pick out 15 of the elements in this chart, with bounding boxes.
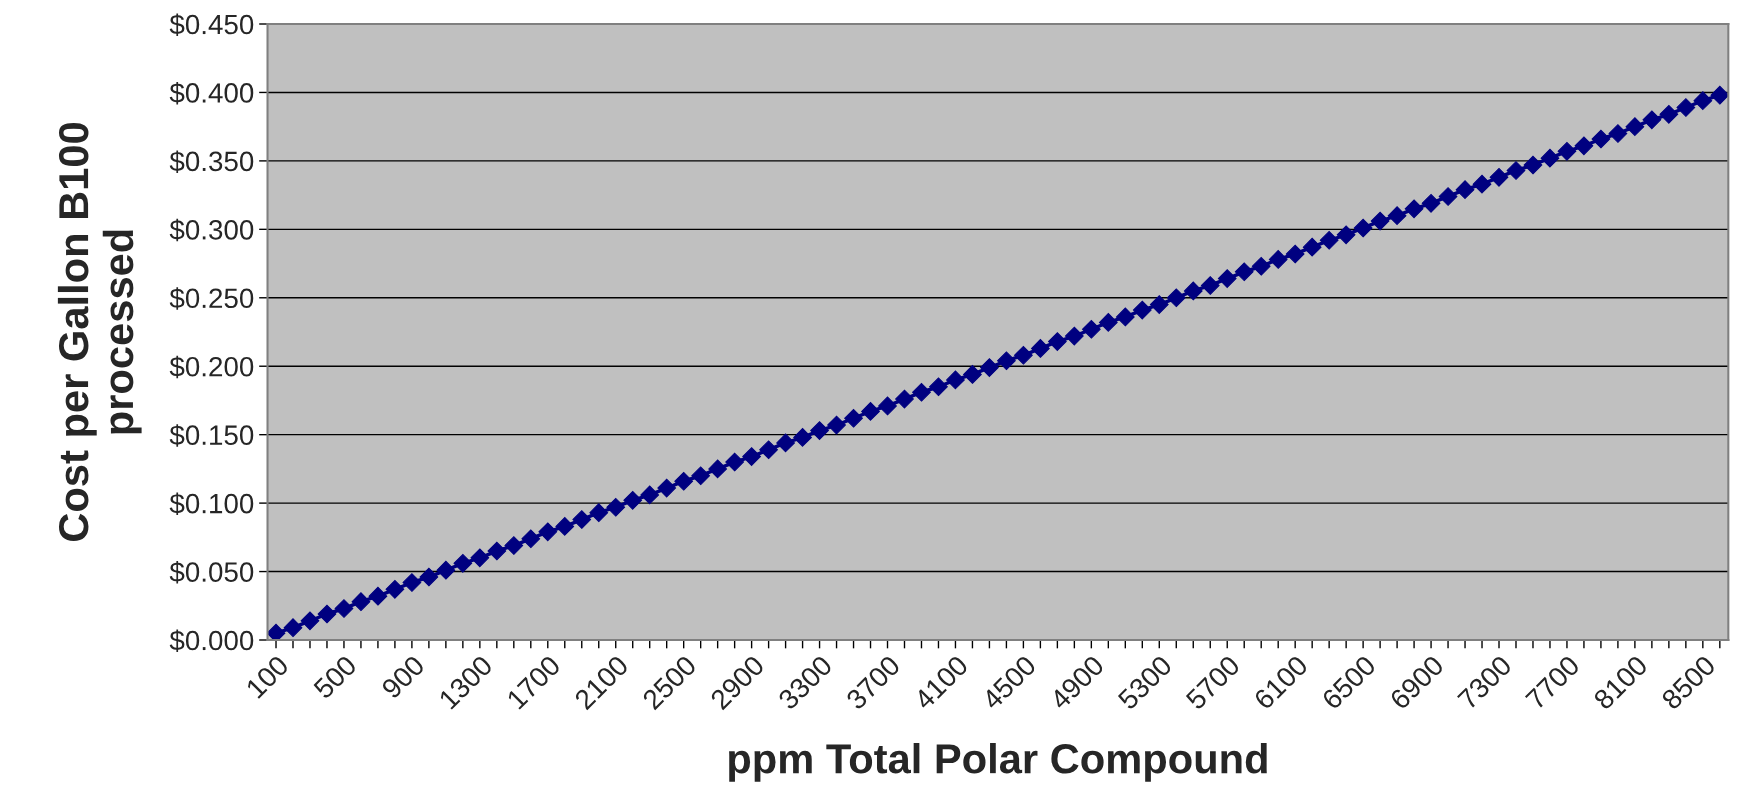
y-tick-label: $0.450 [169,13,254,36]
y-tick-label: $0.300 [169,218,254,242]
y-tick-label: $0.350 [169,150,254,173]
y-tick-label: $0.050 [169,561,254,584]
y-tick-label: $0.250 [169,287,254,310]
y-axis-title: Cost per Gallon B100 processed [57,122,142,541]
y-tick-label: $0.000 [169,629,254,652]
y-tick-label: $0.100 [169,492,254,516]
x-tick-label: 900 [380,654,426,700]
x-tick-label: 500 [312,654,358,700]
y-tick-label: $0.200 [169,355,254,379]
y-tick-label: $0.150 [169,424,254,447]
x-tick-label: 100 [245,654,290,699]
y-tick-label: $0.400 [169,81,254,105]
x-axis-title: ppm Total Polar Compound [729,742,1267,782]
